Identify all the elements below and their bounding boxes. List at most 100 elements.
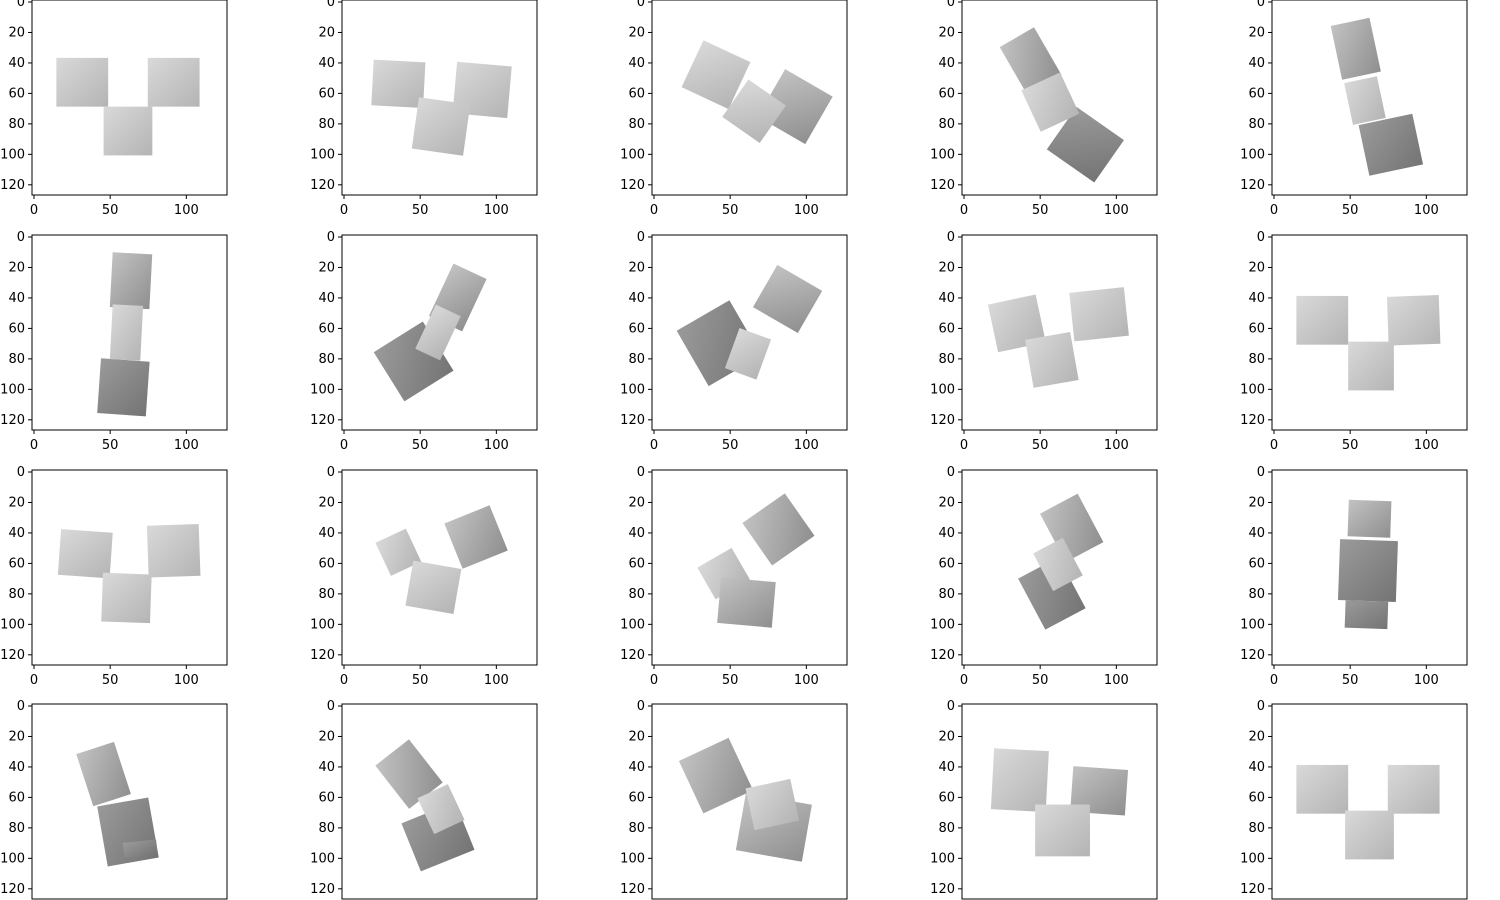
y-tick-label: 0 [1257,465,1265,480]
y-tick-label: 40 [1248,760,1265,775]
y-tick-label: 20 [318,260,335,275]
y-tick-label: 40 [938,760,955,775]
x-tick-label: 50 [102,438,119,453]
y-tick-label: 20 [628,495,645,510]
y-tick-label: 40 [8,56,25,71]
x-tick-label: 50 [412,673,429,688]
x-tick-label: 50 [102,203,119,218]
y-tick-label: 20 [8,260,25,275]
x-tick-label: 100 [174,203,199,218]
cube-shape [752,264,823,334]
cube-render [999,27,1124,183]
x-tick-label: 0 [30,203,38,218]
axes-border [651,0,848,196]
y-tick-label: 120 [0,882,25,897]
axes-border [651,703,848,900]
cube-render [1296,764,1440,860]
y-tick-label: 80 [318,117,335,132]
y-tick-label: 120 [620,882,645,897]
cube-shape [678,737,754,814]
panel-r2c2: 0 20 40 60 80 100 120 0 50 100 [310,230,538,453]
axes-border [1271,0,1468,196]
y-tick-label: 0 [947,0,955,10]
panel-r2c5: 0 20 40 60 80 100 120 0 50 100 [1240,230,1468,453]
cube-shape [109,252,153,310]
y-tick-label: 120 [1240,648,1265,663]
y-tick-label: 80 [318,587,335,602]
y-tick-label: 40 [628,760,645,775]
axes-border [651,469,848,666]
x-tick-label: 50 [1342,438,1359,453]
y-tick-label: 80 [8,821,25,836]
y-tick-label: 100 [1240,617,1265,632]
cube-shape [1358,113,1424,176]
cube-render [1337,499,1398,630]
cube-shape [999,27,1062,95]
panel-r3c1: 0 20 40 60 80 100 120 0 50 100 [0,465,228,688]
cube-shape [1070,766,1129,816]
x-tick-label: 100 [794,203,819,218]
y-tick-label: 120 [930,413,955,428]
panel-r2c1: 0 20 40 60 80 100 120 0 50 100 [0,230,228,453]
cube-shape [1348,341,1394,391]
y-tick-label: 20 [938,260,955,275]
cube-render [987,287,1129,388]
y-tick-label: 20 [8,729,25,744]
panel-r1c5: 0 20 40 60 80 100 120 0 50 100 [1240,0,1468,218]
cube-shape [417,784,465,835]
y-tick-label: 100 [0,851,25,866]
cube-render [375,505,508,615]
x-tick-label: 0 [960,673,968,688]
y-tick-label: 60 [1248,86,1265,101]
y-tick-label: 0 [637,465,645,480]
y-tick-label: 120 [930,178,955,193]
y-tick-label: 40 [8,760,25,775]
y-tick-label: 80 [1248,821,1265,836]
x-tick-label: 50 [722,673,739,688]
y-tick-label: 40 [318,760,335,775]
y-tick-label: 80 [938,352,955,367]
y-tick-label: 20 [318,729,335,744]
cube-shape [101,572,152,624]
y-tick-label: 120 [0,648,25,663]
x-tick-label: 50 [412,203,429,218]
y-tick-label: 60 [1248,790,1265,805]
y-tick-label: 60 [938,790,955,805]
y-tick-label: 60 [628,86,645,101]
y-tick-label: 120 [1240,882,1265,897]
y-tick-label: 120 [310,648,335,663]
axes-border [31,469,228,666]
cube-render [375,739,475,872]
axes-border [31,234,228,431]
y-tick-label: 0 [1257,699,1265,714]
cube-shape [724,328,772,380]
x-tick-label: 0 [650,673,658,688]
cube-shape [405,560,462,615]
panel-r3c5: 0 20 40 60 80 100 120 0 50 100 [1240,465,1468,688]
y-tick-label: 80 [1248,587,1265,602]
panel-r1c2: 0 20 40 60 80 100 120 0 50 100 [310,0,538,218]
y-tick-label: 20 [938,729,955,744]
x-tick-label: 100 [484,203,509,218]
x-tick-label: 0 [650,203,658,218]
cube-shape [415,304,461,361]
y-tick-label: 80 [628,587,645,602]
cube-shape [452,61,512,119]
y-tick-label: 80 [1248,117,1265,132]
y-tick-label: 80 [318,352,335,367]
y-tick-label: 100 [930,851,955,866]
cube-shape [1347,499,1392,538]
x-tick-label: 0 [340,438,348,453]
y-tick-label: 60 [318,790,335,805]
x-tick-label: 50 [412,438,429,453]
y-tick-label: 0 [1257,0,1265,10]
cube-shape [1021,72,1080,132]
x-tick-label: 50 [1032,673,1049,688]
y-tick-label: 100 [310,382,335,397]
cube-render [990,748,1129,857]
x-tick-label: 0 [960,203,968,218]
y-tick-label: 120 [310,413,335,428]
y-tick-label: 120 [930,648,955,663]
panel-r3c3: 0 20 40 60 80 100 120 0 50 100 [620,465,848,688]
